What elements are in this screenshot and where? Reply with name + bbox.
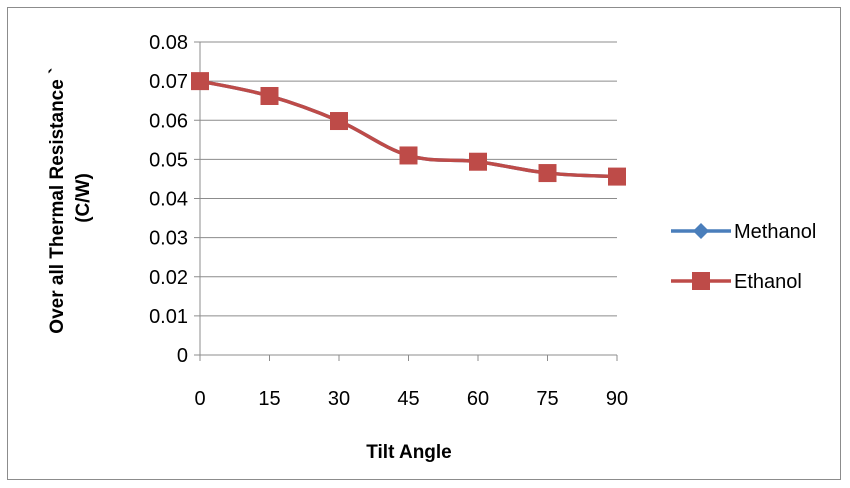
legend-label-ethanol: Ethanol (734, 271, 802, 293)
ethanol-point (260, 86, 279, 105)
series-group (191, 72, 626, 186)
legend: Methanol Ethanol (671, 221, 816, 293)
y-tick-label: 0.06 (149, 110, 188, 132)
x-tick-labels: 0 15 30 45 60 75 90 (194, 388, 628, 410)
x-tick-label: 30 (328, 388, 350, 410)
x-tick-label: 0 (194, 388, 205, 410)
y-tick-label: 0.01 (149, 306, 188, 328)
y-axis-title-line2: (C/W) (73, 173, 94, 223)
y-tick-labels: 0 0.01 0.02 0.03 0.04 0.05 0.06 0.07 0.08 (149, 32, 188, 367)
y-tick-label: 0.02 (149, 267, 188, 289)
y-tick-label: 0.07 (149, 71, 188, 93)
x-tick-label: 75 (536, 388, 558, 410)
ethanol-point (399, 146, 418, 165)
ethanol-point (608, 167, 626, 186)
y-axis-title: Over all Thermal Resistance ` (C/W) (47, 62, 94, 333)
legend-item-methanol: Methanol (671, 221, 816, 243)
ethanol-point (469, 152, 487, 171)
legend-label-methanol: Methanol (734, 221, 816, 243)
ethanol-point (191, 72, 209, 91)
y-tick-label: 0.04 (149, 189, 188, 211)
x-tick-label: 60 (467, 388, 489, 410)
y-tick-label: 0.03 (149, 228, 188, 250)
chart-frame (7, 7, 841, 480)
legend-marker-ethanol (692, 272, 710, 290)
y-tick-label: 0.08 (149, 32, 188, 54)
legend-item-ethanol: Ethanol (671, 271, 802, 293)
x-tick-label: 90 (606, 388, 628, 410)
x-tick-label: 15 (258, 388, 280, 410)
x-tick-label: 45 (397, 388, 419, 410)
legend-marker-methanol (693, 223, 709, 239)
y-tick-label: 0.05 (149, 149, 188, 171)
axes (194, 41, 618, 361)
y-axis-title-line1: Over all Thermal Resistance ` (47, 68, 68, 334)
ethanol-point (538, 164, 557, 183)
x-axis-title: Tilt Angle (366, 442, 452, 463)
y-tick-label: 0 (177, 345, 188, 367)
ethanol-point (330, 112, 348, 131)
